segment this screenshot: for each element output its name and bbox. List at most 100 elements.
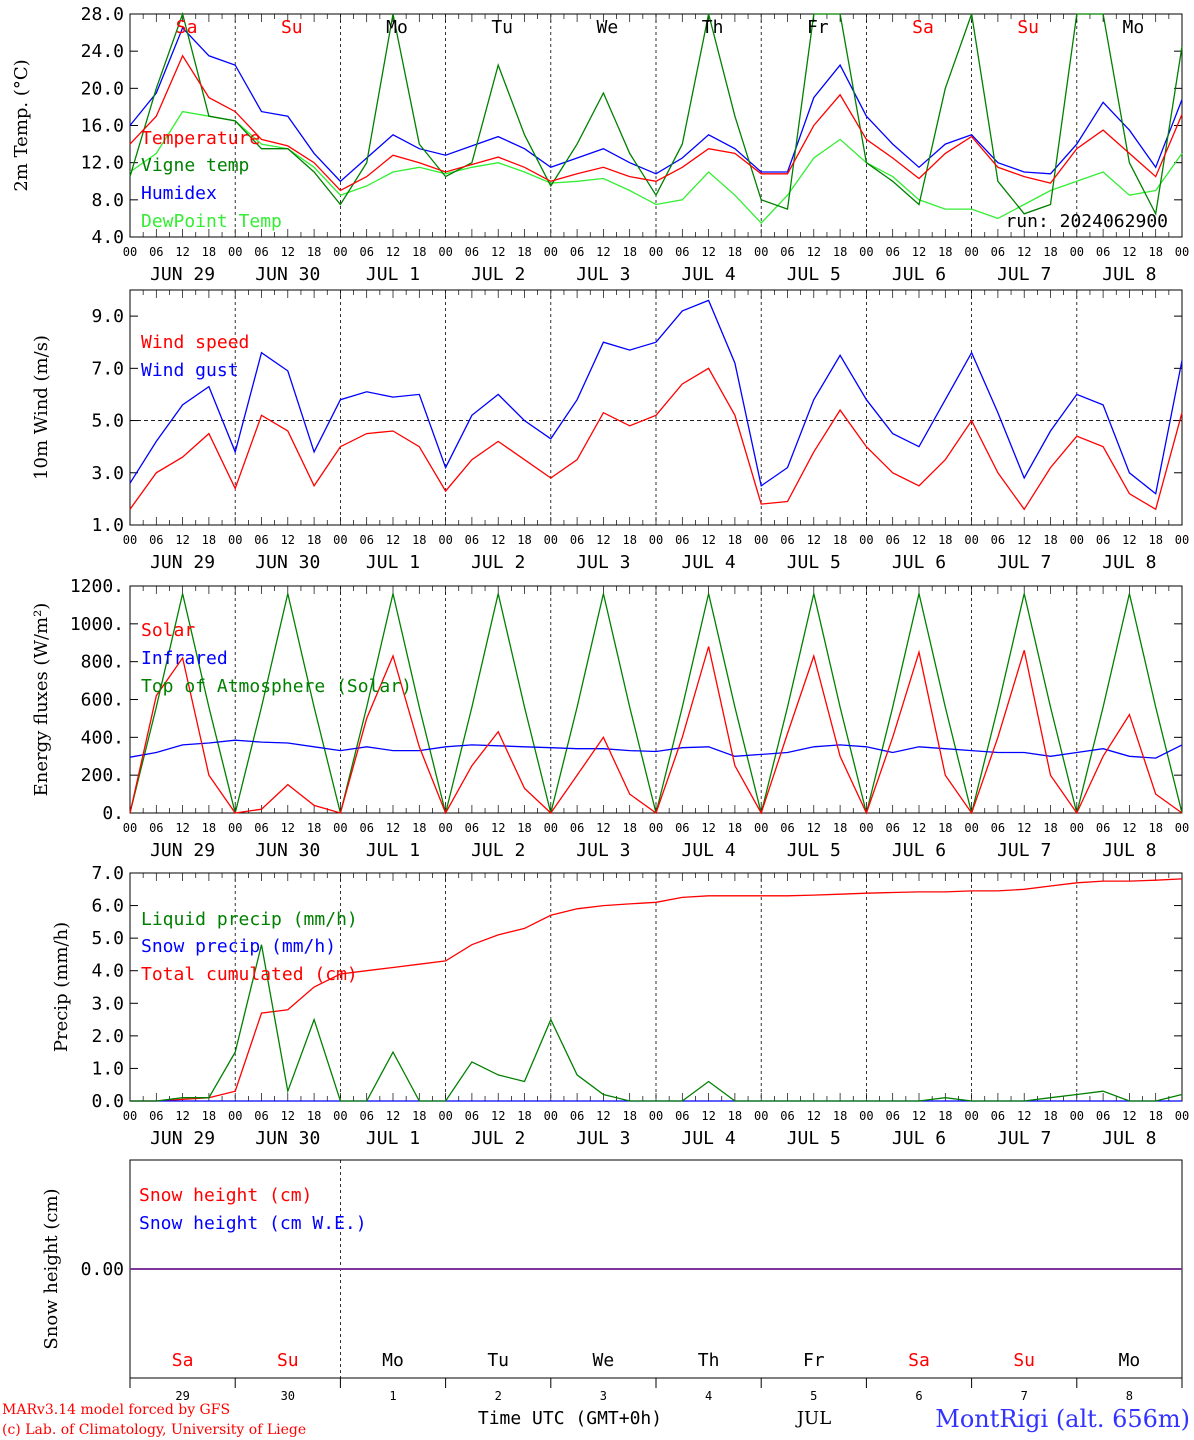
- date-label: JUN 30: [255, 552, 320, 573]
- y-tick-label: 2.0: [91, 1026, 124, 1047]
- y-tick-label: 24.0: [81, 41, 124, 62]
- y-tick-label: 28.0: [81, 4, 124, 25]
- legend-snow-precip: Snow precip (mm/h): [141, 936, 336, 957]
- series-vigne-temp: [129, 11, 1183, 216]
- day-number: 7: [1021, 1389, 1028, 1403]
- hour-tick-label: 12: [912, 1109, 926, 1123]
- hour-tick-label: 00: [438, 533, 452, 547]
- hour-tick-label: 12: [491, 245, 505, 259]
- day-number: 3: [600, 1389, 607, 1403]
- date-label: JUN 29: [150, 1128, 215, 1149]
- day-number: 4: [705, 1389, 712, 1403]
- hour-tick-label: 18: [938, 245, 952, 259]
- temperature-panel: 00 06 12 18 00 06 12 18 00 06 12 18 00 06 12 18 00 06 12 18…: [11, 4, 1189, 285]
- y-tick-label: 9.0: [91, 306, 124, 327]
- month-label: JUL: [795, 1408, 831, 1429]
- hour-tick-label: 06: [465, 1109, 479, 1123]
- date-label: JUN 30: [255, 840, 320, 861]
- hour-tick-label: 12: [491, 1109, 505, 1123]
- hour-tick-label: 18: [1043, 1109, 1057, 1123]
- hour-tick-label: 18: [412, 533, 426, 547]
- date-label: JUL 6: [892, 264, 946, 285]
- hour-tick-label: 06: [885, 821, 899, 835]
- hour-tick-label: 06: [1096, 821, 1110, 835]
- precip-panel: 00 06 12 18 00 06 12 18 00 06 12 18 00 06 12 18 00 06 12 18…: [51, 863, 1189, 1149]
- y-tick-label: 3.0: [91, 993, 124, 1014]
- date-label: JUN 29: [150, 264, 215, 285]
- series-temperature: [129, 54, 1183, 192]
- hour-tick-label: 12: [281, 1109, 295, 1123]
- hour-tick-label: 12: [1122, 245, 1136, 259]
- y-tick-label: 8.0: [91, 190, 124, 211]
- y-tick-label: 5.0: [91, 411, 124, 432]
- day-name-top: Th: [702, 17, 724, 38]
- hour-tick-label: 18: [833, 821, 847, 835]
- hour-tick-label: 00: [754, 821, 768, 835]
- y-tick-label: 4.0: [91, 227, 124, 248]
- legend-total-cumulated: Total cumulated (cm): [141, 964, 358, 985]
- hour-tick-label: 18: [517, 821, 531, 835]
- day-name-bottom: Mo: [1119, 1350, 1141, 1371]
- day-name-top: Sa: [176, 17, 198, 38]
- hour-tick-label: 18: [728, 821, 742, 835]
- hour-tick-label: 18: [1043, 821, 1057, 835]
- legend-dewpoint-temp: DewPoint Temp: [141, 211, 282, 232]
- date-label: JUL 4: [682, 840, 736, 861]
- hour-tick-label: 00: [1070, 821, 1084, 835]
- hour-tick-label: 06: [885, 1109, 899, 1123]
- hour-tick-label: 18: [307, 245, 321, 259]
- hour-tick-label: 18: [833, 533, 847, 547]
- hour-tick-label: 00: [228, 1109, 242, 1123]
- day-number: 6: [915, 1389, 922, 1403]
- hour-tick-label: 06: [359, 533, 373, 547]
- date-label: JUL 2: [471, 552, 525, 573]
- date-label: JUL 5: [787, 1128, 841, 1149]
- hour-tick-label: 00: [544, 245, 558, 259]
- hour-tick-label: 06: [149, 821, 163, 835]
- hour-tick-label: 18: [728, 533, 742, 547]
- y-tick-label: 0.0: [91, 1091, 124, 1112]
- date-label: JUL 4: [682, 264, 736, 285]
- date-label: JUL 8: [1102, 264, 1156, 285]
- hour-tick-label: 06: [1096, 245, 1110, 259]
- date-label: JUL 1: [366, 264, 420, 285]
- hour-tick-label: 18: [307, 1109, 321, 1123]
- day-name-bottom: Sa: [172, 1350, 194, 1371]
- y-tick-label: 4.0: [91, 961, 124, 982]
- hour-tick-label: 00: [123, 1109, 137, 1123]
- date-label: JUL 2: [471, 840, 525, 861]
- hour-tick-label: 12: [175, 533, 189, 547]
- date-label: JUL 3: [576, 840, 630, 861]
- series-infrared: [129, 739, 1183, 759]
- hour-tick-label: 06: [675, 245, 689, 259]
- hour-tick-label: 18: [412, 821, 426, 835]
- day-number: 2: [495, 1389, 502, 1403]
- hour-tick-label: 00: [438, 821, 452, 835]
- footer: MARv3.14 model forced by GFS (c) Lab. of…: [2, 1402, 1190, 1438]
- y-tick-label: 0.00: [81, 1259, 124, 1280]
- hour-tick-label: 18: [412, 1109, 426, 1123]
- hour-tick-label: 18: [1148, 533, 1162, 547]
- hour-tick-label: 00: [859, 1109, 873, 1123]
- date-label: JUL 2: [471, 264, 525, 285]
- y-tick-label: 0.: [102, 803, 124, 824]
- date-label: JUL 5: [787, 552, 841, 573]
- day-name-bottom: Su: [277, 1350, 299, 1371]
- hour-tick-label: 00: [123, 245, 137, 259]
- hour-tick-label: 00: [438, 1109, 452, 1123]
- date-label: JUL 8: [1102, 552, 1156, 573]
- y-tick-label: 3.0: [91, 463, 124, 484]
- hour-tick-label: 06: [149, 533, 163, 547]
- date-label: JUL 1: [366, 552, 420, 573]
- hour-tick-label: 12: [596, 245, 610, 259]
- y-tick-label: 800.: [81, 652, 124, 673]
- hour-tick-label: 06: [780, 821, 794, 835]
- legend-wind-gust: Wind gust: [141, 360, 239, 381]
- hour-tick-label: 00: [333, 821, 347, 835]
- day-name-top: Mo: [1123, 17, 1145, 38]
- hour-tick-label: 06: [149, 245, 163, 259]
- hour-tick-label: 12: [1017, 821, 1031, 835]
- y-tick-label: 7.0: [91, 863, 124, 884]
- date-label: JUL 3: [576, 1128, 630, 1149]
- snow-axis-label: Snow height (cm): [41, 1188, 62, 1349]
